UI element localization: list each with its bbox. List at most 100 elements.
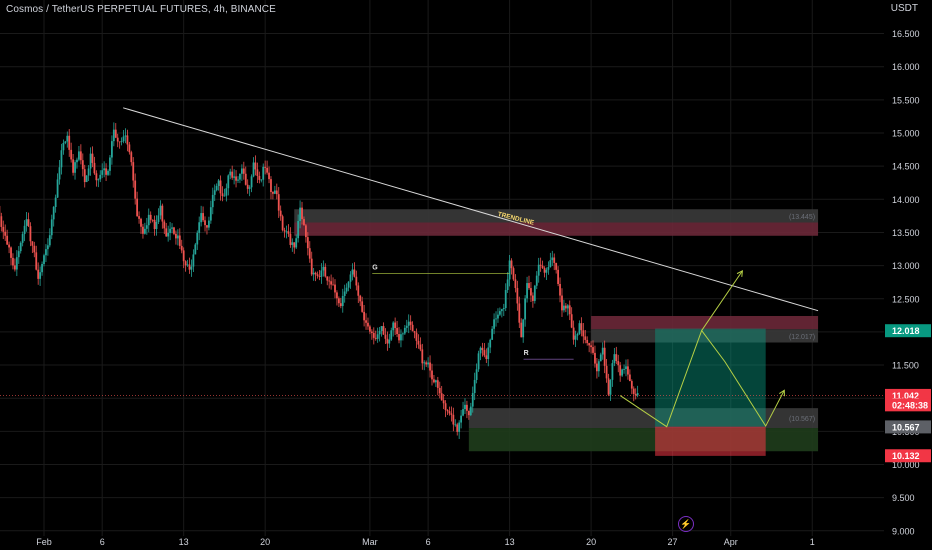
candle-body [31, 241, 34, 246]
candle-body [502, 308, 505, 310]
candle-body [219, 180, 222, 194]
projection-alt-path [701, 270, 743, 331]
candle-body [328, 280, 331, 282]
candle-body [405, 325, 408, 328]
projection-arrowhead [779, 389, 785, 397]
candle-body [266, 167, 268, 173]
candle-body [473, 379, 476, 394]
candle-body [43, 255, 45, 264]
candle-body [97, 179, 100, 181]
price-tick-label: 11.500 [892, 361, 919, 371]
candle-body [310, 258, 313, 275]
candle-body [489, 339, 492, 348]
candle-body [157, 215, 160, 222]
candle-body [76, 159, 78, 163]
zone-label: (13.445) [789, 214, 815, 221]
candle-body [357, 285, 360, 296]
price-tick-label: 14.000 [892, 195, 920, 205]
candle-body [531, 295, 534, 301]
candle-body [605, 365, 608, 379]
candle-body [2, 226, 5, 232]
candle-body [628, 374, 631, 382]
candle-body [630, 381, 633, 389]
candle-body [301, 207, 303, 220]
candle-body [237, 179, 239, 181]
projection-path [619, 329, 785, 428]
candle-body [14, 265, 16, 270]
candle-body [341, 295, 344, 307]
candle-body [623, 369, 625, 370]
candle-body [539, 264, 542, 266]
candle-body [592, 347, 594, 353]
candle-body [487, 347, 490, 360]
price-tick-label: 16.500 [892, 29, 920, 39]
flash-icon[interactable]: ⚡ [678, 516, 694, 532]
candle-body [103, 168, 106, 171]
candle-body [561, 295, 563, 311]
position-target-zone [655, 328, 766, 427]
candle-body [116, 137, 119, 142]
candle-body [497, 314, 499, 319]
candle-body [194, 244, 197, 255]
candle-body [345, 287, 348, 292]
time-tick-label: Apr [724, 537, 738, 547]
candle-body [206, 225, 208, 228]
candle-body [21, 234, 24, 243]
candle-body [262, 166, 265, 180]
candle-body [128, 144, 131, 153]
candle-body [516, 287, 519, 304]
candle-body [268, 172, 270, 180]
price-tick-label: 12.500 [892, 294, 920, 304]
candle-body [303, 219, 305, 226]
time-axis [0, 536, 932, 550]
candle-body [283, 230, 286, 232]
candle-body [634, 393, 637, 396]
time-tick-label: 20 [586, 537, 596, 547]
candle-body [289, 233, 292, 245]
candle-body [617, 361, 620, 366]
candle-body [231, 171, 234, 178]
candle-body [376, 334, 379, 339]
candle-body [192, 254, 195, 267]
candle-body [112, 129, 115, 142]
candle-body [495, 318, 497, 320]
candle-body [159, 205, 162, 216]
candle-body [526, 283, 528, 299]
candle-body [326, 276, 329, 281]
candle-body [99, 174, 102, 180]
candle-body [337, 298, 340, 304]
price-tick-label: 9.500 [892, 493, 915, 503]
candle-body [182, 250, 185, 262]
time-tick-label: Mar [362, 537, 378, 547]
time-tick-label: 13 [505, 537, 515, 547]
candle-body [506, 279, 509, 291]
candle-body [23, 225, 26, 235]
candle-body [190, 266, 193, 270]
zone-label: (10.567) [789, 416, 815, 423]
time-tick-label: 6 [426, 537, 431, 547]
candle-body [52, 206, 55, 220]
candle-body [334, 284, 336, 293]
price-tick-label: 14.500 [892, 162, 920, 172]
candle-body [124, 135, 127, 137]
candle-body [130, 152, 133, 163]
candle-body [270, 179, 272, 193]
candle-body [254, 162, 257, 170]
candle-body [365, 320, 367, 323]
candle-body [227, 175, 230, 189]
candle-body [163, 221, 166, 229]
candle-body [491, 328, 494, 340]
candle-body [413, 331, 416, 333]
price-tick-label: 13.000 [892, 261, 920, 271]
candle-body [619, 365, 622, 376]
candle-body [425, 362, 428, 365]
candle-body [545, 269, 548, 273]
candle-body [462, 409, 464, 416]
candle-body [272, 192, 274, 194]
candle-body [244, 173, 247, 185]
candle-body [239, 173, 241, 180]
candle-body [609, 379, 612, 395]
candle-body [467, 410, 470, 416]
candle-body [114, 129, 117, 138]
